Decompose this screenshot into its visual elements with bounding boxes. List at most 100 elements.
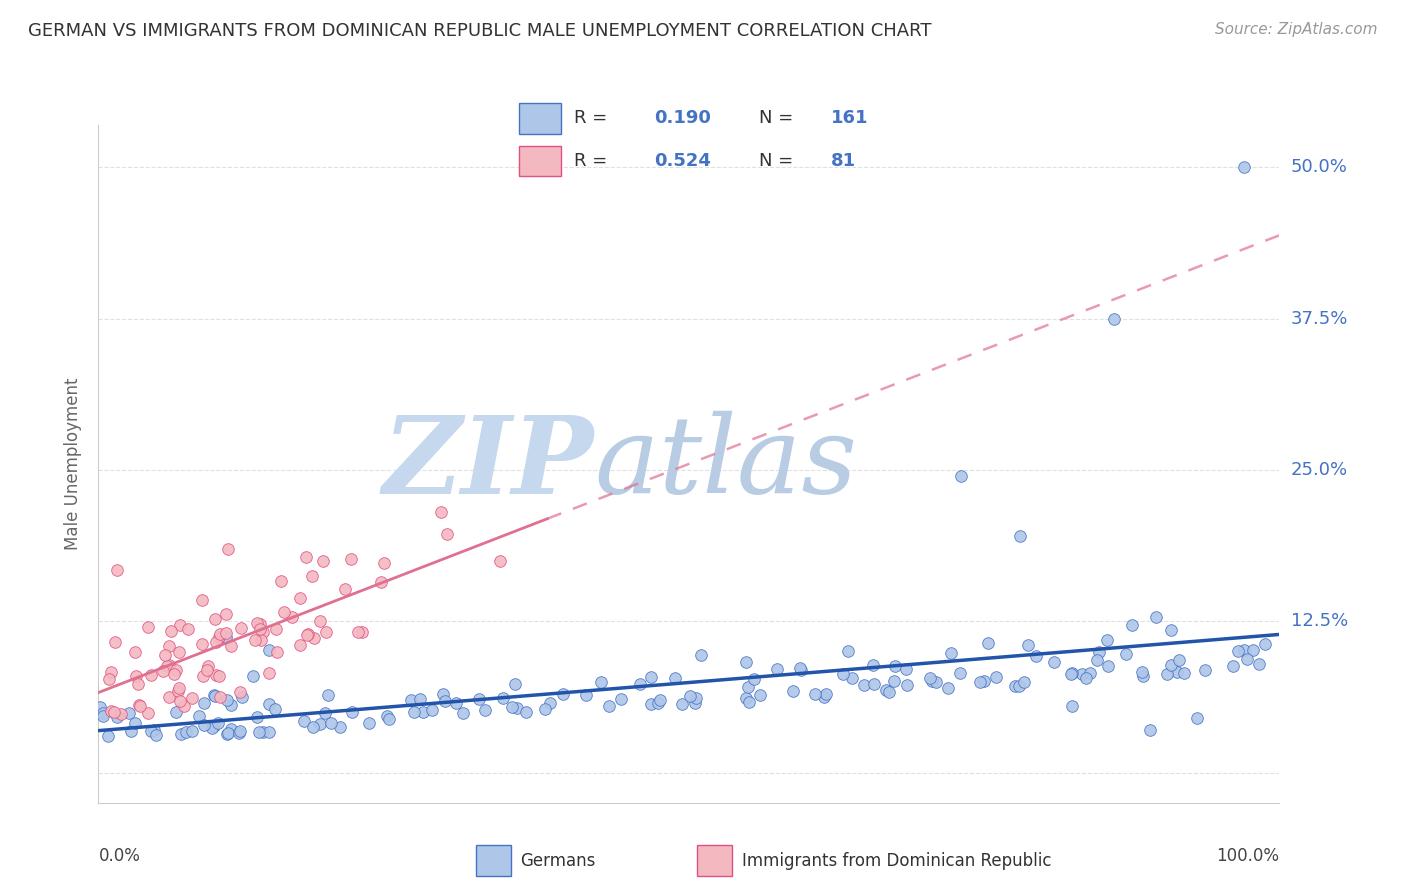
Text: 50.0%: 50.0% [1291,158,1347,177]
Point [832,666,855,681]
Point [246,710,269,724]
Point [169,645,191,659]
Point [120,723,142,738]
Point [501,700,523,714]
Point [1095,632,1118,647]
Point [433,694,456,708]
Point [1062,665,1084,680]
Point [139,668,162,682]
Point [273,605,295,619]
Point [924,674,946,689]
Point [399,692,422,706]
Point [193,696,215,710]
Text: 12.5%: 12.5% [1291,612,1348,631]
Point [949,469,972,483]
Point [136,706,159,720]
Point [266,645,288,659]
Text: atlas: atlas [595,411,858,516]
Point [533,702,555,716]
Point [402,705,425,719]
Point [105,563,128,577]
Point [1060,667,1083,681]
Point [228,726,250,740]
Point [270,574,292,588]
Point [157,639,180,653]
Point [219,639,242,653]
Point [143,723,166,738]
Point [936,681,959,695]
Point [91,709,114,723]
Point [841,671,863,685]
Point [551,687,574,701]
Point [591,675,613,690]
Point [231,690,253,704]
Point [169,618,191,632]
Point [257,642,280,657]
Point [180,724,202,739]
Point [884,658,907,673]
Point [735,690,758,705]
Point [640,697,662,711]
Point [217,541,239,556]
Point [173,698,195,713]
Point [207,716,229,731]
Point [451,706,474,721]
Point [229,685,252,699]
Point [647,696,669,710]
Point [329,720,352,734]
Point [863,677,886,691]
Point [347,624,370,639]
Point [575,689,598,703]
Point [157,658,180,673]
Point [1254,637,1277,651]
Point [128,698,150,713]
Point [862,658,884,673]
Point [219,698,242,713]
Point [650,692,672,706]
Point [246,616,269,631]
Point [467,692,489,706]
Point [1070,667,1092,681]
Point [352,625,374,640]
Point [215,625,238,640]
Point [436,527,458,541]
Point [124,645,146,659]
Point [259,724,281,739]
Point [1008,529,1031,543]
Point [247,725,270,739]
Point [98,672,121,686]
Text: ZIP: ZIP [382,411,595,516]
Point [138,620,160,634]
Point [157,690,180,705]
Point [314,706,336,721]
Point [664,671,686,685]
Point [789,660,811,674]
Point [738,695,761,709]
Point [489,554,512,568]
Point [315,625,337,640]
Point [252,724,274,739]
Point [1236,652,1258,666]
Point [97,730,120,744]
Point [1226,644,1249,658]
Point [263,702,285,716]
Text: GERMAN VS IMMIGRANTS FROM DOMINICAN REPUBLIC MALE UNEMPLOYMENT CORRELATION CHART: GERMAN VS IMMIGRANTS FROM DOMINICAN REPU… [28,22,932,40]
Point [110,706,132,721]
Point [214,630,236,644]
Point [894,662,917,676]
Point [852,678,875,692]
Point [170,727,193,741]
Text: 81: 81 [831,152,856,169]
Point [252,624,274,639]
Point [949,665,972,680]
Point [1185,711,1208,725]
Point [1132,669,1154,683]
Point [281,610,304,624]
Point [104,634,127,648]
Point [896,678,918,692]
Point [1012,675,1035,690]
Point [610,691,633,706]
Point [205,634,228,648]
Point [1222,659,1244,673]
Point [877,685,900,699]
